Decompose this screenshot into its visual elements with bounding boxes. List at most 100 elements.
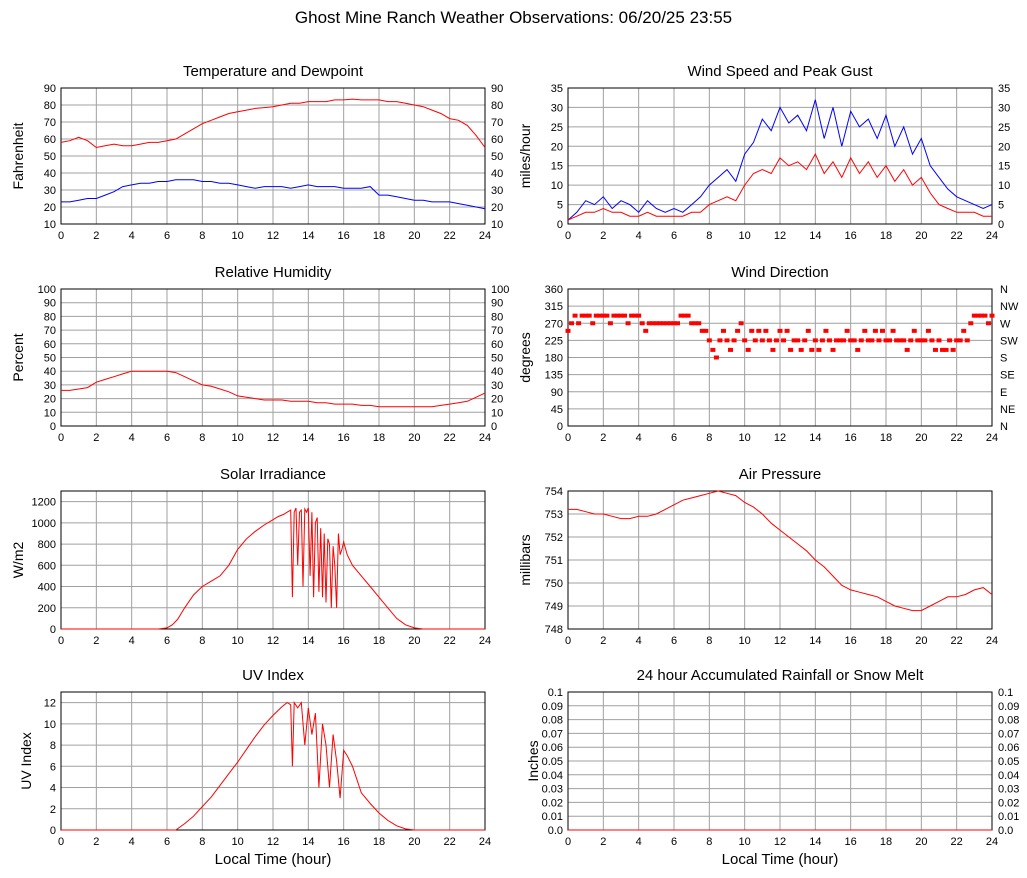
data-point (682, 313, 688, 318)
x-tick-label: 14 (302, 635, 314, 647)
compass-label: S (1000, 353, 1007, 365)
data-point (636, 313, 642, 318)
plot-frame (567, 288, 993, 427)
x-tick-label: 22 (951, 432, 963, 444)
y-tick-label: 800 (38, 539, 56, 551)
data-point (957, 338, 963, 343)
series-line (568, 490, 993, 612)
series-line (567, 153, 992, 221)
x-tick-label: 10 (232, 230, 244, 242)
x-tick-label: 24 (479, 635, 491, 647)
data-point (929, 338, 935, 343)
y-axis-label: millibars (517, 534, 533, 585)
chart-title: Temperature and Dewpoint (183, 63, 364, 80)
data-point (590, 321, 596, 326)
y-tick-label-right: 90 (491, 298, 503, 310)
y-tick-label: 750 (545, 578, 563, 590)
y-tick-label-right: 30 (491, 185, 503, 197)
data-point (802, 338, 808, 343)
x-tick-label: 10 (739, 836, 751, 848)
y-tick-label: 180 (545, 353, 563, 365)
data-point (964, 338, 970, 343)
x-tick-label: 22 (951, 635, 963, 647)
y-tick-label-right: 0.1 (998, 687, 1013, 699)
data-point (879, 328, 885, 333)
y-tick-label: 70 (44, 117, 56, 129)
y-tick-label: 749 (545, 601, 563, 613)
data-point (904, 347, 910, 352)
x-tick-label: 14 (809, 230, 821, 242)
x-tick-label: 8 (199, 432, 205, 444)
data-point (848, 338, 854, 343)
x-tick-label: 10 (232, 635, 244, 647)
data-point (586, 313, 592, 318)
x-tick-label: 18 (373, 432, 385, 444)
y-tick-label-right: 25 (998, 122, 1010, 134)
data-point (781, 338, 787, 343)
chart-title: 24 hour Accumulated Rainfall or Snow Mel… (637, 667, 925, 684)
x-tick-label: 8 (706, 836, 712, 848)
x-tick-label: 8 (199, 836, 205, 848)
y-tick-label: 1200 (32, 497, 56, 509)
x-tick-label: 6 (164, 230, 170, 242)
data-point (788, 347, 794, 352)
data-point (717, 338, 723, 343)
data-point (858, 338, 864, 343)
data-point (650, 321, 656, 326)
x-tick-label: 12 (267, 432, 279, 444)
y-tick-label-right: 20 (998, 141, 1010, 153)
y-tick-label: 80 (44, 311, 56, 323)
y-tick-label: 10 (551, 180, 563, 192)
data-point (830, 347, 836, 352)
x-tick-label: 14 (809, 432, 821, 444)
x-tick-label: 0 (58, 432, 64, 444)
data-point (728, 347, 734, 352)
x-tick-label: 0 (58, 836, 64, 848)
y-tick-label-right: 40 (491, 366, 503, 378)
y-tick-label-right: 0.09 (998, 701, 1019, 713)
x-tick-label: 4 (636, 230, 642, 242)
plot-frame (60, 691, 486, 831)
data-point (869, 338, 875, 343)
x-tick-label: 0 (565, 432, 571, 444)
data-point (971, 313, 977, 318)
y-tick-label: 60 (44, 134, 56, 146)
x-tick-label: 18 (373, 230, 385, 242)
data-point (646, 321, 652, 326)
data-point (812, 338, 818, 343)
x-tick-label: 6 (671, 230, 677, 242)
x-tick-label: 10 (232, 836, 244, 848)
x-tick-label: 16 (845, 836, 857, 848)
data-point (607, 321, 613, 326)
x-tick-label: 20 (915, 432, 927, 444)
x-tick-label: 8 (706, 635, 712, 647)
plot-frame (567, 490, 993, 630)
plot-frame (60, 490, 486, 630)
y-axis-label: degrees (517, 332, 533, 383)
compass-label: NE (1000, 404, 1015, 416)
compass-label: SW (1000, 335, 1018, 347)
x-tick-label: 8 (706, 432, 712, 444)
data-point (625, 321, 631, 326)
x-tick-label: 16 (338, 836, 350, 848)
y-tick-label: 0 (557, 219, 563, 231)
x-tick-label: 8 (706, 230, 712, 242)
x-tick-label: 16 (338, 635, 350, 647)
data-point (968, 321, 974, 326)
plot-frame (567, 87, 993, 225)
data-point (805, 328, 811, 333)
series-line (567, 99, 993, 221)
x-tick-label: 14 (302, 432, 314, 444)
y-tick-label-right: 0 (998, 219, 1004, 231)
data-point (629, 313, 635, 318)
y-tick-label: 8 (50, 740, 56, 752)
x-tick-label: 18 (373, 836, 385, 848)
x-tick-label: 10 (739, 635, 751, 647)
y-tick-label: 10 (44, 219, 56, 231)
data-point (699, 328, 705, 333)
data-point (742, 338, 748, 343)
y-tick-label-right: 30 (998, 102, 1010, 114)
